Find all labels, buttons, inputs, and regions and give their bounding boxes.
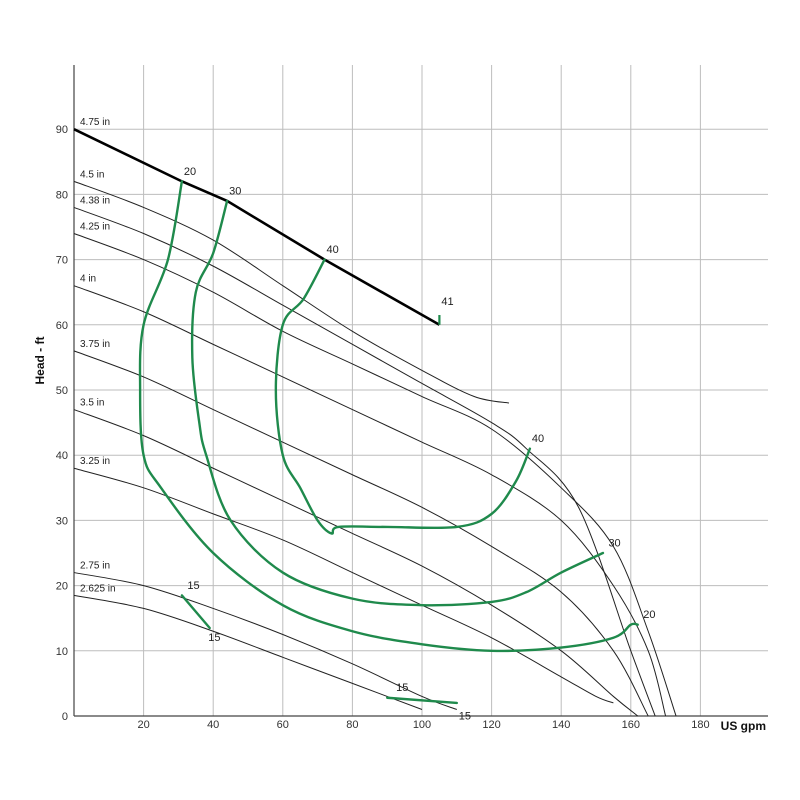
curve-labels: 4.75 in 4.5 in 4.38 in 4.25 in 4 in 3.75 in 3.… [80, 117, 655, 722]
impeller-curve-label: 4.75 in [80, 117, 110, 128]
impeller-curves [73, 128, 677, 717]
efficiency-label: 30 [229, 185, 241, 197]
x-axis: 20 40 60 80 100 120 140 160 180 [137, 719, 709, 731]
x-tick-label: 20 [137, 719, 149, 731]
efficiency-label: 30 [608, 537, 620, 549]
impeller-curve [73, 128, 441, 326]
impeller-curve-label: 3.25 in [80, 456, 110, 467]
impeller-curve-label: 4.25 in [80, 222, 110, 233]
efficiency-curve [138, 180, 639, 653]
efficiency-label: 40 [327, 244, 339, 256]
impeller-curve [73, 409, 639, 717]
efficiency-label: 15 [187, 580, 199, 592]
y-tick-label: 80 [56, 189, 68, 201]
y-tick-label: 10 [56, 646, 68, 658]
x-tick-label: 120 [482, 719, 500, 731]
impeller-curve [73, 467, 614, 704]
chart-grid [73, 65, 768, 717]
impeller-curve-label: 4.38 in [80, 195, 110, 206]
efficiency-label: 15 [396, 682, 408, 694]
efficiency-curve [386, 696, 458, 705]
y-tick-label: 20 [56, 581, 68, 593]
y-tick-label: 90 [56, 124, 68, 136]
impeller-curve [73, 572, 457, 710]
impeller-curve-label: 4.5 in [80, 169, 104, 180]
efficiency-label: 20 [643, 609, 655, 621]
impeller-curve-label: 2.625 in [80, 583, 116, 594]
impeller-curve [73, 350, 649, 717]
impeller-curve-label: 3.75 in [80, 339, 110, 350]
impeller-curve-label: 3.5 in [80, 398, 104, 409]
efficiency-curves [138, 180, 639, 705]
y-tick-label: 60 [56, 320, 68, 332]
x-tick-label: 100 [413, 719, 431, 731]
x-tick-label: 160 [622, 719, 640, 731]
efficiency-label: 15 [208, 632, 220, 644]
efficiency-label: 15 [459, 710, 471, 722]
y-tick-label: 70 [56, 255, 68, 267]
x-axis-title: US gpm [721, 719, 766, 733]
efficiency-curve [190, 199, 605, 607]
impeller-curve [73, 233, 677, 717]
y-tick-label: 30 [56, 515, 68, 527]
efficiency-curve [180, 594, 211, 630]
impeller-curve [73, 285, 667, 717]
x-tick-label: 60 [277, 719, 289, 731]
impeller-curve-label: 2.75 in [80, 561, 110, 572]
y-tick-label: 0 [62, 711, 68, 723]
impeller-curve [73, 180, 510, 404]
impeller-curve-label: 4 in [80, 274, 96, 285]
impeller-curve [73, 594, 423, 710]
x-tick-label: 140 [552, 719, 570, 731]
efficiency-label: 40 [532, 433, 544, 445]
y-tick-label: 50 [56, 385, 68, 397]
y-tick-label: 40 [56, 450, 68, 462]
x-tick-label: 180 [691, 719, 709, 731]
efficiency-label: 41 [441, 296, 453, 308]
x-tick-label: 80 [346, 719, 358, 731]
efficiency-curve [274, 258, 532, 535]
x-tick-label: 40 [207, 719, 219, 731]
y-axis-title: Head - ft [33, 336, 47, 384]
efficiency-label: 20 [184, 166, 196, 178]
y-axis: 0 10 20 30 40 50 60 70 80 90 [56, 124, 68, 723]
